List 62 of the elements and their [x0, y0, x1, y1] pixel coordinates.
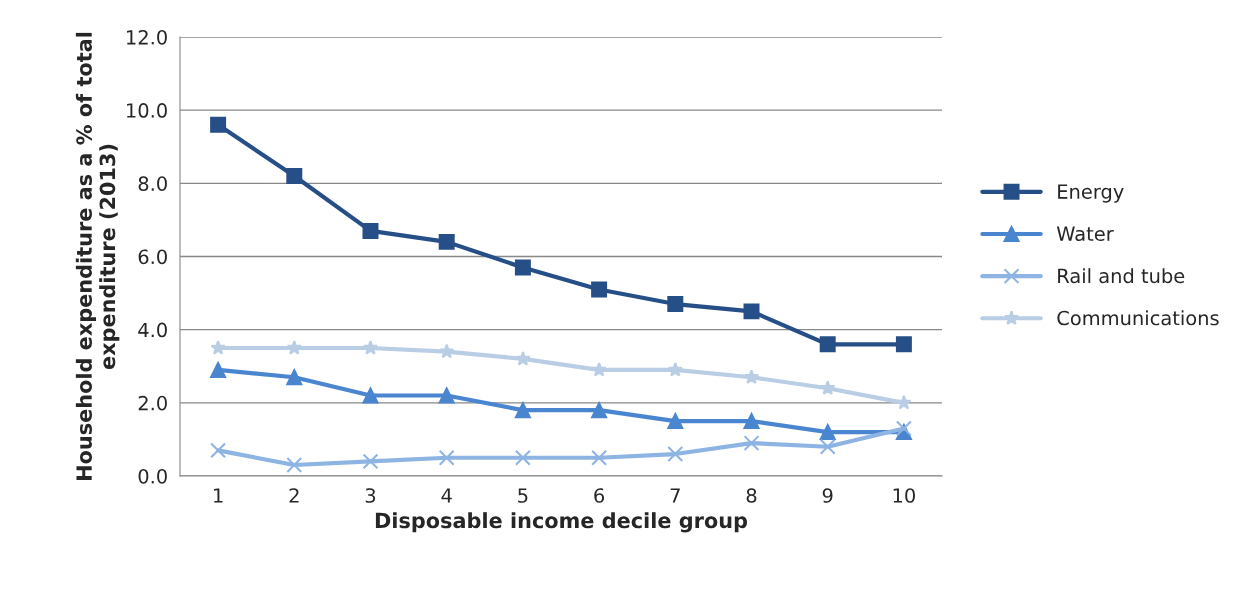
- x-tick-label: 9: [822, 488, 833, 503]
- x-tick-label: 4: [441, 488, 452, 503]
- point: [667, 296, 684, 313]
- point: [819, 336, 836, 353]
- legend-label: Communications: [1057, 310, 1219, 326]
- x-tick-label: 2: [289, 488, 299, 503]
- point: [895, 420, 912, 437]
- point: [438, 233, 455, 250]
- point: [210, 442, 227, 459]
- point: [514, 259, 531, 276]
- y-tick-label: 4.0: [138, 322, 167, 338]
- y-tick-label: 12.0: [127, 29, 167, 45]
- y-tick-label: 0.0: [138, 468, 167, 484]
- point: [819, 438, 836, 455]
- point: [210, 116, 227, 133]
- point: [210, 361, 227, 378]
- y-tick-label: 10.0: [127, 103, 167, 118]
- point: [286, 369, 303, 386]
- point: [743, 413, 760, 430]
- y-axis-title: Household expenditure as a % of total expenditure (2013): [75, 32, 120, 480]
- point: [362, 222, 379, 239]
- point: [286, 457, 303, 474]
- x-tick-label: 1: [214, 488, 223, 503]
- point: [210, 339, 226, 355]
- x-tick-label: 6: [594, 488, 605, 503]
- point: [362, 339, 379, 355]
- point: [667, 446, 684, 463]
- legend-label: Rail and tube: [1058, 268, 1185, 284]
- point: [514, 449, 531, 466]
- x-tick-label: 3: [365, 488, 376, 503]
- point: [591, 449, 608, 466]
- point: [591, 402, 608, 419]
- x-tick-label: 10: [893, 488, 915, 503]
- point: [743, 369, 760, 384]
- point: [820, 380, 836, 395]
- point: [743, 303, 760, 320]
- point: [438, 387, 455, 404]
- x-tick-label: 8: [746, 488, 757, 503]
- point: [895, 336, 912, 353]
- point: [743, 435, 760, 452]
- point: [591, 281, 608, 298]
- point: [667, 413, 684, 430]
- point: [438, 449, 455, 466]
- point: [439, 343, 455, 359]
- x-tick-label: 5: [518, 488, 528, 503]
- point: [362, 453, 379, 470]
- legend-label: Energy: [1058, 184, 1124, 203]
- point: [515, 350, 531, 366]
- point: [514, 402, 531, 419]
- point: [667, 361, 683, 377]
- point: [362, 387, 379, 404]
- y-tick-label: 6.0: [138, 249, 167, 265]
- x-tick-label: 7: [670, 488, 680, 503]
- point: [286, 339, 302, 355]
- point: [896, 394, 912, 410]
- point: [819, 424, 836, 441]
- y-tick-label: 8.0: [138, 176, 167, 191]
- point: [286, 168, 303, 184]
- legend-label: Water: [1056, 226, 1114, 242]
- x-axis-title: Disposable income decile group: [375, 512, 748, 533]
- point: [591, 361, 607, 377]
- y-tick-label: 2.0: [138, 395, 167, 411]
